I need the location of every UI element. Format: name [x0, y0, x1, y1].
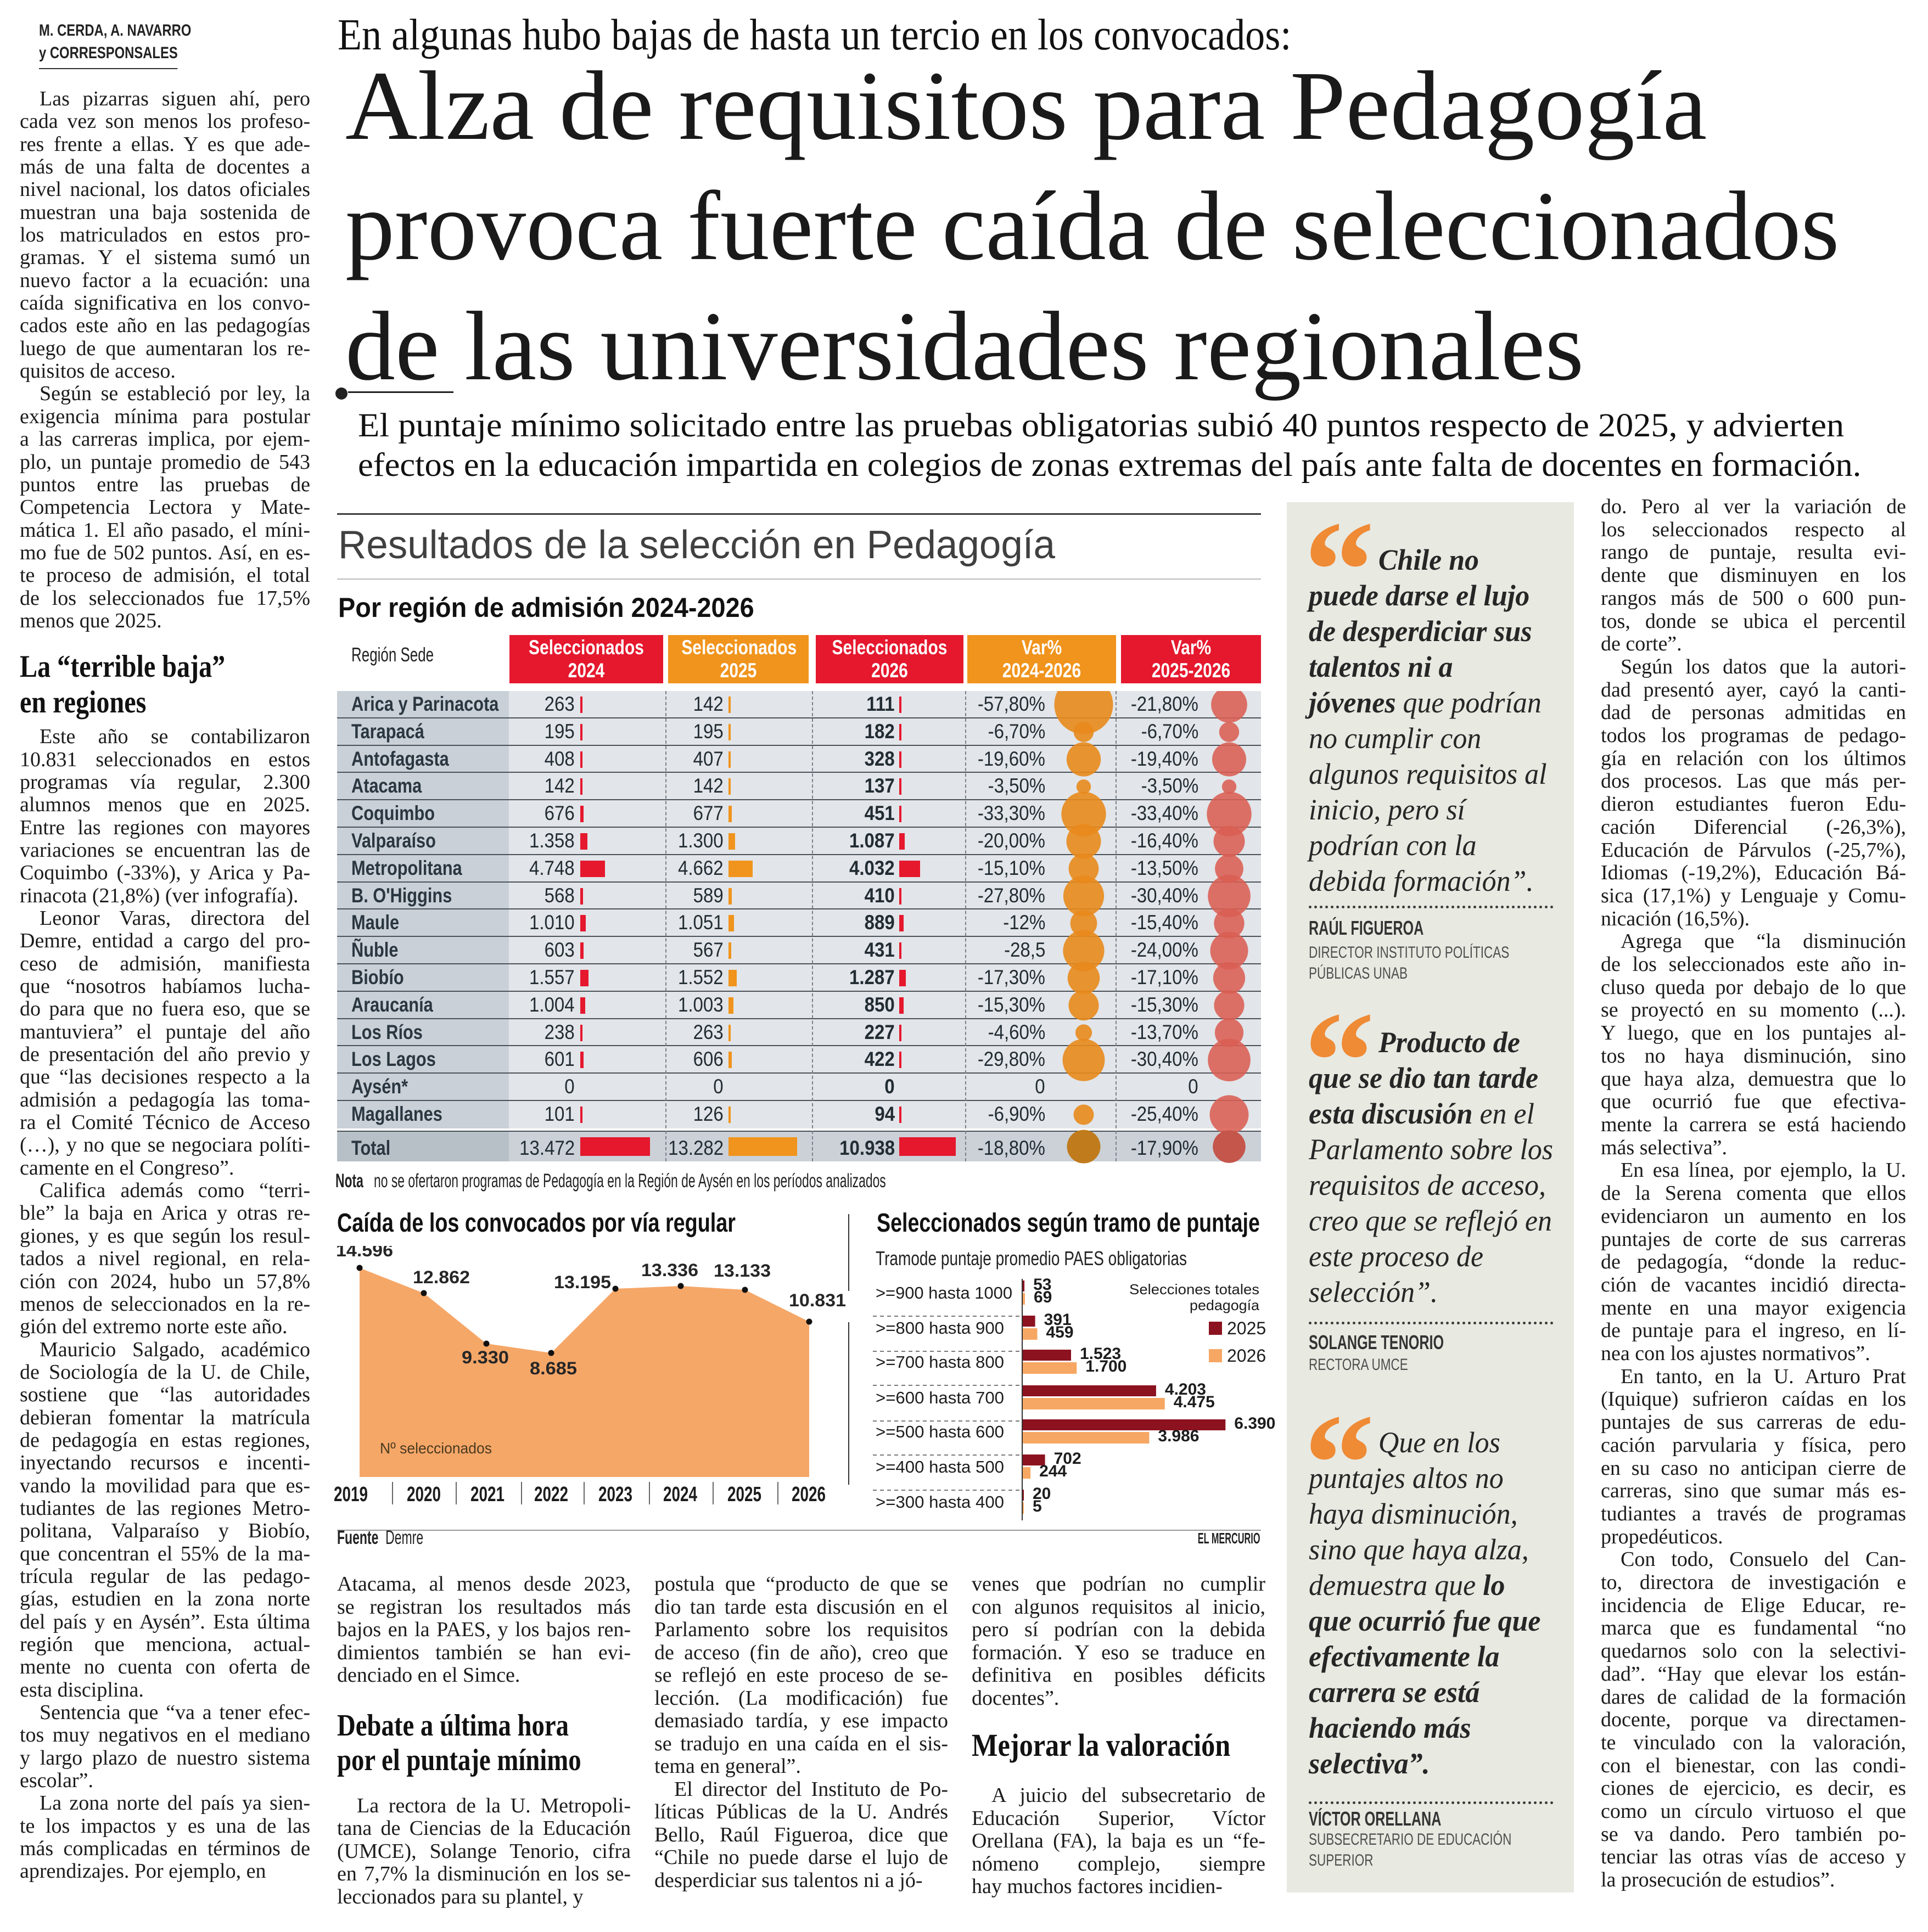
- svg-text:>=700 hasta 800: >=700 hasta 800: [876, 1352, 1004, 1372]
- svg-text:Tramode puntaje promedio PAES: Tramode puntaje promedio PAES obligatori…: [876, 1247, 1187, 1270]
- svg-text:2023: 2023: [598, 1483, 632, 1506]
- svg-text:2026: 2026: [1227, 1346, 1266, 1366]
- svg-text:244: 244: [1039, 1462, 1067, 1480]
- svg-text:702: 702: [1054, 1450, 1081, 1468]
- svg-text:>=600 hasta 700: >=600 hasta 700: [876, 1388, 1004, 1407]
- svg-text:14.596: 14.596: [336, 1246, 393, 1260]
- svg-text:2026: 2026: [792, 1483, 826, 1506]
- svg-text:2025: 2025: [727, 1483, 761, 1506]
- svg-text:Selecciones totales: Selecciones totales: [1129, 1281, 1259, 1298]
- svg-text:53: 53: [1033, 1276, 1051, 1294]
- svg-text:pedagogía: pedagogía: [1190, 1297, 1260, 1313]
- svg-text:>=800 hasta 900: >=800 hasta 900: [876, 1318, 1004, 1338]
- svg-text:2024: 2024: [663, 1483, 697, 1506]
- svg-text:9.330: 9.330: [462, 1347, 509, 1367]
- svg-text:8.685: 8.685: [530, 1358, 577, 1378]
- svg-text:4.203: 4.203: [1165, 1380, 1206, 1399]
- svg-text:>=500 hasta 600: >=500 hasta 600: [876, 1422, 1004, 1441]
- svg-text:>=300 hasta 400: >=300 hasta 400: [876, 1492, 1004, 1512]
- svg-text:2019: 2019: [334, 1483, 368, 1506]
- svg-text:1.523: 1.523: [1080, 1345, 1121, 1363]
- svg-text:20: 20: [1033, 1485, 1051, 1503]
- svg-text:69: 69: [1034, 1288, 1052, 1306]
- svg-text:6.390: 6.390: [1234, 1414, 1275, 1433]
- svg-text:>=400 hasta 500: >=400 hasta 500: [876, 1457, 1004, 1476]
- svg-text:2021: 2021: [470, 1483, 505, 1506]
- svg-text:10.831: 10.831: [789, 1290, 846, 1310]
- svg-text:2022: 2022: [534, 1483, 568, 1506]
- svg-text:4.475: 4.475: [1174, 1393, 1215, 1411]
- svg-text:12.862: 12.862: [413, 1267, 470, 1287]
- svg-text:13.195: 13.195: [554, 1272, 611, 1292]
- svg-text:13.336: 13.336: [641, 1260, 698, 1280]
- svg-text:Nº seleccionados: Nº seleccionados: [380, 1440, 492, 1457]
- svg-text:>=900 hasta 1000: >=900 hasta 1000: [876, 1283, 1012, 1302]
- svg-text:391: 391: [1044, 1311, 1072, 1329]
- svg-text:13.133: 13.133: [714, 1261, 771, 1280]
- svg-text:459: 459: [1046, 1323, 1074, 1341]
- svg-text:2020: 2020: [407, 1483, 441, 1506]
- svg-text:5: 5: [1033, 1497, 1042, 1515]
- svg-text:2025: 2025: [1227, 1318, 1266, 1338]
- svg-text:3.986: 3.986: [1158, 1427, 1199, 1445]
- svg-text:1.700: 1.700: [1085, 1357, 1126, 1375]
